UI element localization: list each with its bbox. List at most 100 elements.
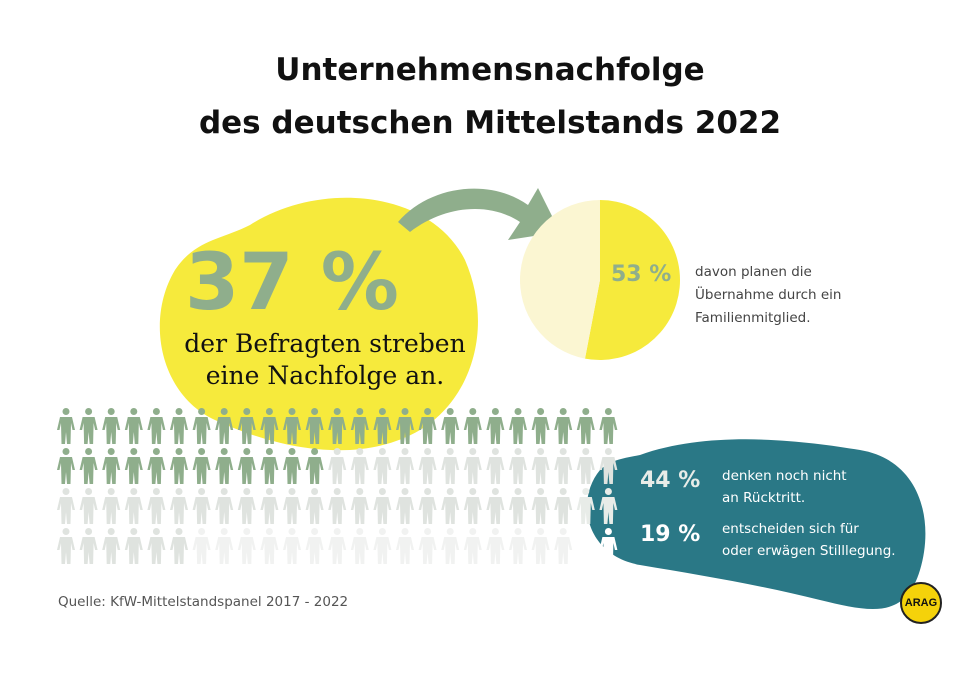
person-icon bbox=[124, 448, 143, 484]
arag-logo: ARAG bbox=[900, 582, 942, 624]
person-icon bbox=[237, 408, 256, 444]
person-icon bbox=[373, 448, 392, 484]
main-stat-caption-2: eine Nachfolge an. bbox=[205, 361, 445, 390]
person-icon bbox=[102, 448, 121, 484]
pie-slice bbox=[519, 200, 600, 359]
person-icon bbox=[350, 488, 369, 524]
person-icon bbox=[373, 408, 392, 444]
person-icon bbox=[463, 408, 482, 444]
person-icon bbox=[441, 448, 460, 484]
person-icon bbox=[283, 448, 301, 484]
person-icon bbox=[486, 488, 505, 524]
person-icon bbox=[237, 488, 256, 524]
person-icon bbox=[305, 488, 324, 524]
person-icon bbox=[192, 448, 211, 484]
person-icon bbox=[418, 448, 437, 484]
main-stat-value: 37 % bbox=[185, 238, 399, 328]
person-icon bbox=[599, 408, 618, 444]
person-icon bbox=[170, 448, 188, 484]
pie-caption-2: Übernahme durch ein bbox=[695, 287, 842, 303]
person-icon bbox=[192, 408, 211, 444]
person-icon bbox=[124, 528, 143, 564]
person-icon bbox=[147, 448, 166, 484]
person-icon bbox=[147, 488, 166, 524]
person-icon bbox=[328, 488, 347, 524]
person-icon bbox=[283, 528, 301, 564]
person-icon bbox=[192, 528, 211, 564]
person-icon bbox=[576, 488, 595, 524]
person-icon bbox=[215, 528, 234, 564]
pie-slice bbox=[585, 200, 680, 360]
person-icon bbox=[57, 488, 75, 524]
person-icon bbox=[418, 528, 437, 564]
person-icon bbox=[509, 448, 527, 484]
person-icon bbox=[79, 448, 98, 484]
stat-19-caption-1: entscheiden sich für bbox=[722, 521, 859, 537]
person-icon bbox=[576, 528, 595, 564]
person-icon bbox=[576, 448, 595, 484]
person-icon bbox=[147, 528, 166, 564]
pie-caption-3: Familienmitglied. bbox=[695, 310, 811, 326]
title-line2: des deutschen Mittelstands 2022 bbox=[198, 105, 782, 141]
person-icon bbox=[102, 528, 121, 564]
person-icon bbox=[57, 448, 75, 484]
person-icon bbox=[396, 528, 414, 564]
person-icon bbox=[237, 528, 256, 564]
person-icon bbox=[396, 488, 414, 524]
person-icon bbox=[599, 448, 618, 484]
person-icon bbox=[531, 528, 550, 564]
person-icon bbox=[373, 528, 392, 564]
person-icon bbox=[418, 408, 437, 444]
source-note: Quelle: KfW-Mittelstandspanel 2017 - 202… bbox=[58, 594, 349, 610]
person-icon bbox=[441, 408, 460, 444]
person-icon bbox=[260, 408, 279, 444]
person-icon bbox=[260, 528, 279, 564]
person-icon bbox=[305, 408, 324, 444]
person-icon bbox=[79, 488, 98, 524]
pie-stat-value: 53 % bbox=[611, 262, 672, 287]
person-icon bbox=[57, 528, 75, 564]
person-icon bbox=[531, 448, 550, 484]
person-icon bbox=[441, 528, 460, 564]
person-icon bbox=[350, 408, 369, 444]
arrow-icon bbox=[398, 188, 560, 240]
person-icon bbox=[554, 408, 573, 444]
person-icon bbox=[486, 408, 505, 444]
person-icon bbox=[554, 488, 573, 524]
person-icon bbox=[463, 448, 482, 484]
person-icon bbox=[215, 408, 234, 444]
person-icon bbox=[509, 488, 527, 524]
person-icon bbox=[283, 408, 301, 444]
person-icon bbox=[328, 448, 347, 484]
person-icon bbox=[305, 448, 324, 484]
person-icon bbox=[237, 448, 256, 484]
stat-19-value: 19 % bbox=[640, 522, 701, 547]
person-icon bbox=[509, 528, 527, 564]
person-icon bbox=[531, 408, 550, 444]
person-icon bbox=[328, 528, 347, 564]
person-icon bbox=[170, 528, 188, 564]
person-icon bbox=[486, 528, 505, 564]
person-icon bbox=[328, 408, 347, 444]
person-icon bbox=[576, 408, 595, 444]
person-icon bbox=[463, 528, 482, 564]
person-icon bbox=[147, 408, 166, 444]
main-stat-caption-1: der Befragten streben bbox=[184, 329, 466, 358]
person-icon bbox=[283, 488, 301, 524]
person-icon bbox=[463, 488, 482, 524]
person-icon bbox=[554, 448, 573, 484]
person-icon bbox=[170, 408, 188, 444]
person-icon bbox=[554, 528, 573, 564]
person-icon bbox=[102, 408, 121, 444]
person-icon bbox=[531, 488, 550, 524]
pie-chart bbox=[519, 200, 680, 360]
person-icon bbox=[260, 488, 279, 524]
stat-44-value: 44 % bbox=[640, 468, 701, 493]
person-icon bbox=[192, 488, 211, 524]
person-icon bbox=[599, 488, 618, 524]
person-icon bbox=[124, 408, 143, 444]
title-line1: Unternehmensnachfolge bbox=[275, 52, 705, 88]
